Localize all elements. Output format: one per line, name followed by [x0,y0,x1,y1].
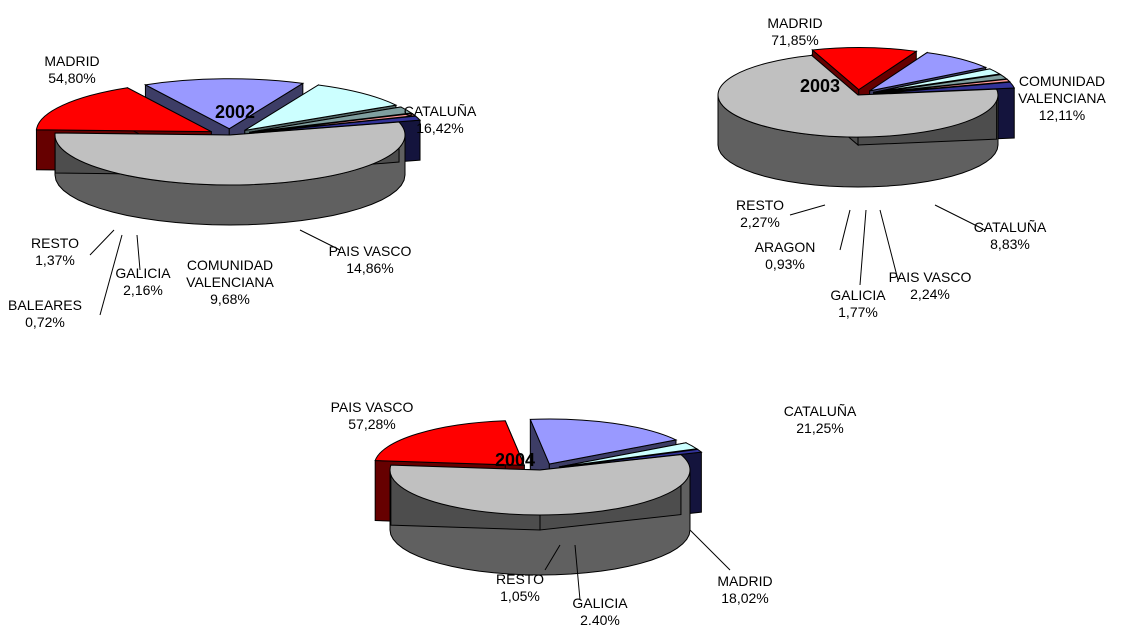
slice-cataluña [35,87,212,133]
data-label-madrid: MADRID 18,02% [717,573,772,606]
leader-line [934,204,986,231]
slice-pais-vasco [143,78,305,130]
data-label-pais-vasco: PAIS VASCO 2,24% [889,269,972,302]
leader-line [689,529,731,571]
data-label-resto: RESTO 1,05% [496,571,544,604]
chart-year-title: 2003 [800,76,840,96]
pie-chart-2004: 2004 PAIS VASCO 57,28% CATALUÑA 21,25% MADRID… [331,399,857,628]
slice-cataluña [869,52,988,92]
leader-line [136,234,141,271]
leader-line [574,544,581,601]
slice-galicia [249,106,413,133]
data-label-cataluña: CATALUÑA 16,42% [404,103,477,136]
data-label-madrid: MADRID 54,80% [44,53,99,86]
pie-chart-2003: 2003 MADRID 71,85% COMUNIDAD VALENCIANA 12,11… [717,15,1106,320]
leader-line [859,209,867,286]
slice-resto [560,448,703,469]
data-label-madrid: MADRID 71,85% [767,15,822,48]
slice-pais-vasco [873,68,1001,93]
slice-resto [250,115,422,134]
chart-year-title: 2002 [215,102,255,122]
data-label-galicia: GALICIA 2,16% [115,265,171,298]
data-label-resto: RESTO 1,37% [31,235,79,268]
slice-comunidad-valenciana [244,84,398,131]
data-label-pais-vasco: PAIS VASCO 14,86% [329,243,412,276]
slice-comunidad-valenciana [811,47,918,91]
data-label-resto: RESTO 2,27% [736,197,784,230]
pie-chart-2002: 2002 MADRID 54,80% CATALUÑA 16,42% PAIS VASCO… [8,53,477,330]
slice-madrid [717,54,999,138]
leader-line [789,204,826,216]
leader-line [544,544,561,571]
slice-cataluña [374,420,526,466]
leader-line [839,209,851,251]
data-label-pais-vasco: PAIS VASCO 57,28% [331,399,414,432]
leader-line [879,209,899,281]
slice-pais-vasco [389,454,691,516]
data-label-cataluña: CATALUÑA 21,25% [784,403,857,436]
leader-line [99,234,123,316]
data-label-comunidad-valenciana: COMUNIDAD VALENCIANA 12,11% [1018,73,1106,123]
data-label-aragon: ARAGON 0,93% [755,239,816,272]
leader-line [299,229,341,251]
data-label-comunidad-valenciana: COMUNIDAD VALENCIANA 9,68% [186,257,274,307]
data-label-baleares: BALEARES 0,72% [8,297,82,330]
data-label-galicia: GALICIA 2.40% [572,595,628,626]
data-label-galicia: GALICIA 1,77% [830,287,886,320]
slice-aragon [875,78,1011,94]
slice-resto [875,81,1016,95]
slice-galicia [559,442,699,468]
chart-year-title: 2004 [495,450,535,470]
slice-madrid [54,121,406,186]
data-label-cataluña: CATALUÑA 8,83% [974,219,1047,252]
slice-madrid [529,418,678,465]
leader-line [89,229,115,256]
